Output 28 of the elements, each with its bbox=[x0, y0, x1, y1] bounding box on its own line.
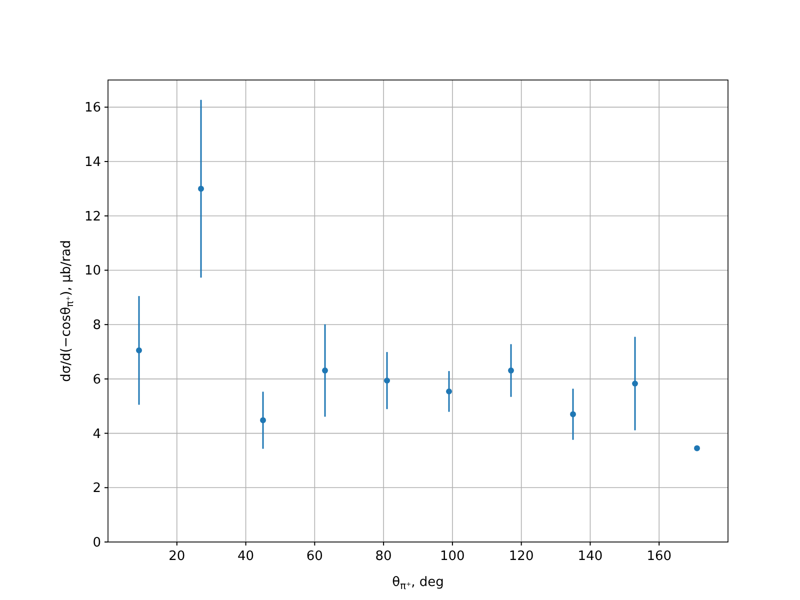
point bbox=[632, 380, 638, 387]
point bbox=[198, 186, 204, 192]
y-tick-label: 6 bbox=[92, 372, 101, 388]
y-tick-label: 8 bbox=[92, 318, 101, 334]
point bbox=[694, 445, 700, 452]
x-tick-label: 40 bbox=[238, 549, 254, 564]
x-tick-label: 60 bbox=[306, 549, 323, 564]
x-tick-label: 100 bbox=[440, 549, 465, 564]
y-tick-label: 4 bbox=[92, 426, 101, 442]
point bbox=[446, 388, 452, 394]
x-tick-label: 140 bbox=[578, 549, 603, 564]
point bbox=[322, 368, 328, 374]
x-tick-label: 80 bbox=[375, 549, 392, 564]
y-tick-label: 16 bbox=[84, 100, 101, 116]
y-tick-label: 14 bbox=[84, 155, 101, 170]
y-tick-label: 12 bbox=[84, 209, 101, 224]
point bbox=[136, 347, 142, 354]
y-tick-label: 10 bbox=[84, 264, 101, 279]
point bbox=[384, 378, 390, 384]
y-tick-label: 2 bbox=[92, 481, 101, 496]
x-tick-label: 160 bbox=[646, 549, 672, 564]
y-tick-label: 0 bbox=[92, 536, 101, 550]
x-tick-label: 120 bbox=[508, 549, 534, 564]
point bbox=[570, 411, 576, 418]
x-tick-label: 20 bbox=[168, 549, 186, 564]
point bbox=[508, 368, 514, 374]
x-axis-title: θ$_{π⁺}$, deg bbox=[392, 575, 444, 592]
point bbox=[260, 417, 266, 424]
